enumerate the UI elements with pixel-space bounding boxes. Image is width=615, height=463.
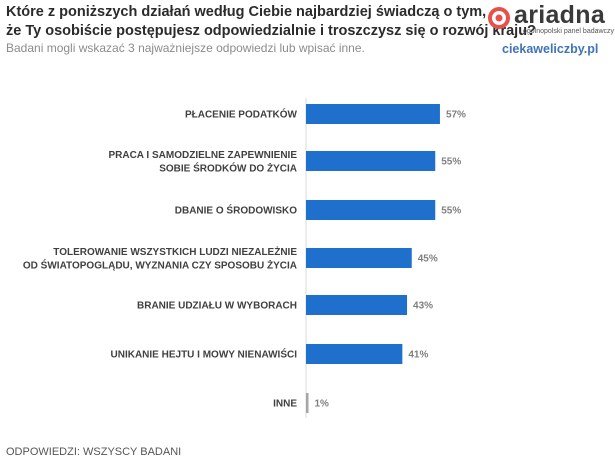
category-label: DBANIE O ŚRODOWISKO xyxy=(175,204,297,217)
value-label: 55% xyxy=(441,206,461,217)
category-label-line: PRACA I SAMODZIELNE ZAPEWNIENIE xyxy=(108,150,297,161)
category-label: INNE xyxy=(273,399,297,410)
value-label: 43% xyxy=(413,301,433,312)
ariadna-logo-tagline: ogólnopolski panel badawczy xyxy=(523,28,615,35)
category-label: UNIKANIE HEJTU I MOWY NIENAWIŚCI xyxy=(111,348,298,361)
category-label-line: TOLEROWANIE WSZYSTKICH LUDZI NIEZALEŻNIE xyxy=(53,245,297,258)
category-label-line: BRANIE UDZIAŁU W WYBORACH xyxy=(137,301,297,312)
category-label-line: OD ŚWIATOPOGLĄDU, WYZNANIA CZY SPOSOBU Ż… xyxy=(23,258,297,271)
value-label: 45% xyxy=(418,254,438,265)
category-label-line: PŁACENIE PODATKÓW xyxy=(185,108,298,121)
bar xyxy=(306,393,309,413)
bar xyxy=(306,344,403,364)
chart-title-line-1: Które z poniższych działań według Ciebie… xyxy=(6,4,487,20)
ariadna-logo: ariadna ogólnopolski panel badawczy xyxy=(487,1,615,36)
footer-note: ODPOWIEDZI: WSZYSCY BADANI xyxy=(6,446,182,458)
bar xyxy=(306,248,412,268)
category-label: PŁACENIE PODATKÓW xyxy=(185,108,298,121)
category-label-line: INNE xyxy=(273,399,297,410)
site-link[interactable]: ciekaweliczby.pl xyxy=(502,42,599,56)
category-label: PRACA I SAMODZIELNE ZAPEWNIENIE SOBIE ŚRO… xyxy=(108,150,297,175)
value-label: 55% xyxy=(441,157,461,168)
category-label-line: DBANIE O ŚRODOWISKO xyxy=(175,204,297,217)
bar xyxy=(306,151,436,171)
ariadna-logo-name: ariadna xyxy=(514,1,606,29)
value-label: 57% xyxy=(446,110,466,121)
chart-subtitle: Badani mogli wskazać 3 najważniejsze odp… xyxy=(6,41,365,55)
ariadna-logo-icon xyxy=(488,7,510,29)
value-label: 1% xyxy=(315,399,330,410)
bar xyxy=(306,200,436,220)
category-label-line: UNIKANIE HEJTU I MOWY NIENAWIŚCI xyxy=(111,348,298,361)
category-label: BRANIE UDZIAŁU W WYBORACH xyxy=(137,301,297,312)
category-label: TOLEROWANIE WSZYSTKICH LUDZI NIEZALEŻNIE… xyxy=(23,245,297,272)
category-label-line: SOBIE ŚRODKÓW DO ŻYCIA xyxy=(159,161,297,174)
chart-title-line-2: że Ty osobiście postępujesz odpowiedzial… xyxy=(6,23,536,39)
chart-title: Które z poniższych działań według Ciebie… xyxy=(6,3,536,41)
value-label: 41% xyxy=(408,350,428,361)
bar xyxy=(306,295,408,315)
bar xyxy=(306,104,440,124)
